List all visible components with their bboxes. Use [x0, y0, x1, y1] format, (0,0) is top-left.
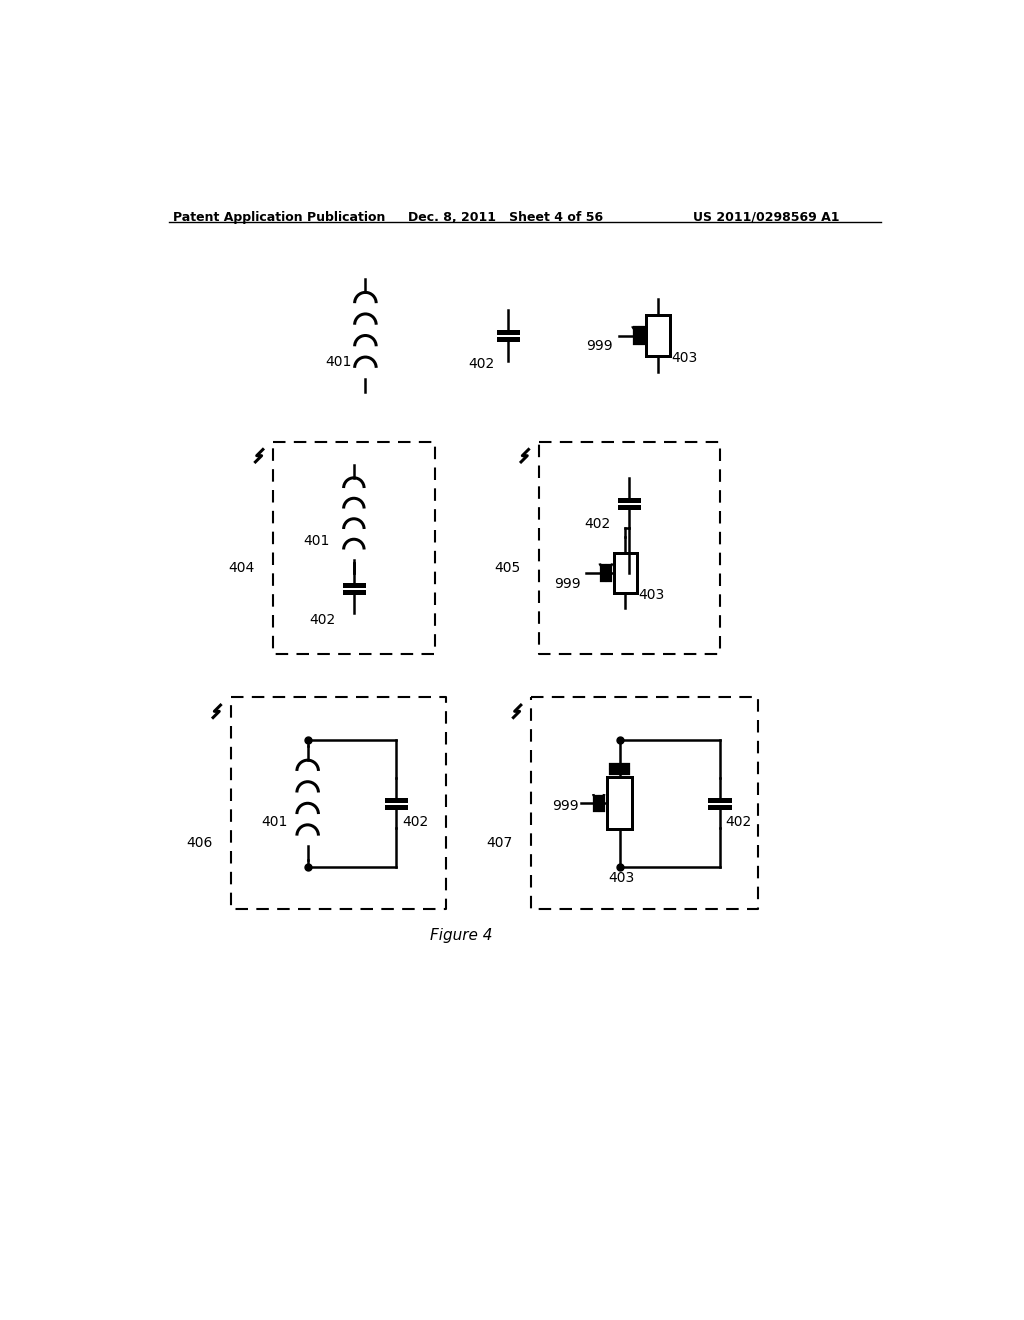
- FancyBboxPatch shape: [646, 315, 670, 355]
- Text: 999: 999: [554, 577, 581, 590]
- Text: 402: 402: [402, 814, 429, 829]
- Text: 407: 407: [486, 836, 513, 850]
- Text: Patent Application Publication: Patent Application Publication: [173, 211, 385, 224]
- Text: 402: 402: [726, 814, 752, 829]
- Text: 404: 404: [228, 561, 255, 576]
- Text: 401: 401: [326, 355, 352, 368]
- Text: Dec. 8, 2011   Sheet 4 of 56: Dec. 8, 2011 Sheet 4 of 56: [408, 211, 603, 224]
- FancyBboxPatch shape: [607, 777, 632, 829]
- Text: 403: 403: [638, 589, 665, 602]
- Text: 403: 403: [608, 871, 634, 884]
- Text: 405: 405: [494, 561, 520, 576]
- Text: Figure 4: Figure 4: [430, 928, 493, 944]
- Text: 401: 401: [304, 535, 330, 548]
- FancyBboxPatch shape: [613, 553, 637, 593]
- Text: 403: 403: [671, 351, 697, 364]
- Text: 402: 402: [468, 358, 494, 371]
- Text: 402: 402: [309, 612, 336, 627]
- Text: 402: 402: [585, 517, 610, 531]
- Text: US 2011/0298569 A1: US 2011/0298569 A1: [692, 211, 839, 224]
- Text: 999: 999: [552, 800, 579, 813]
- Text: 999: 999: [587, 339, 613, 354]
- Text: 406: 406: [186, 836, 212, 850]
- Text: 401: 401: [261, 814, 288, 829]
